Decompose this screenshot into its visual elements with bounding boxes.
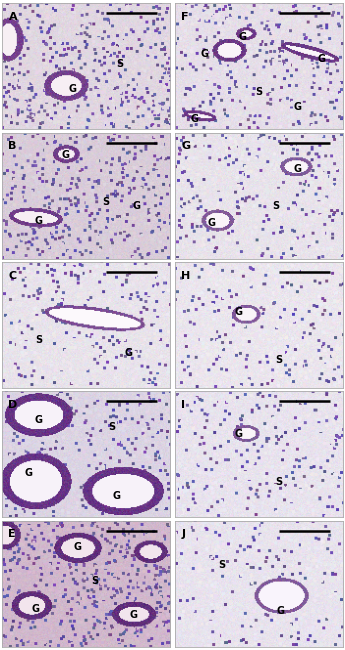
Text: G: G (35, 216, 43, 226)
Text: S: S (276, 477, 283, 487)
Text: G: G (31, 604, 39, 614)
Text: D: D (9, 400, 18, 410)
Text: S: S (108, 422, 115, 432)
Text: G: G (69, 84, 77, 94)
Text: I: I (181, 400, 185, 410)
Text: A: A (9, 12, 17, 22)
Text: S: S (255, 86, 263, 97)
Text: G: G (129, 610, 137, 620)
Text: G: G (73, 542, 82, 552)
Text: S: S (91, 576, 98, 586)
Text: G: G (294, 164, 302, 174)
Text: G: G (124, 348, 132, 358)
Text: G: G (277, 606, 285, 616)
Text: S: S (272, 201, 279, 211)
Text: G: G (62, 150, 70, 161)
Text: G: G (112, 491, 120, 501)
Text: S: S (35, 335, 42, 345)
Text: G: G (294, 101, 302, 112)
Text: S: S (218, 560, 225, 570)
Text: G: G (235, 429, 243, 439)
Text: G: G (191, 114, 199, 124)
Text: H: H (181, 271, 190, 281)
Text: G: G (235, 307, 243, 317)
Text: E: E (9, 529, 16, 539)
Text: G: G (35, 415, 43, 425)
Text: S: S (276, 356, 283, 365)
Text: S: S (116, 58, 124, 69)
Text: F: F (181, 12, 189, 22)
Text: G: G (317, 54, 325, 64)
Text: J: J (181, 529, 185, 539)
Text: G: G (181, 142, 190, 151)
Text: C: C (9, 271, 17, 281)
Text: B: B (9, 142, 17, 151)
Text: G: G (208, 218, 216, 228)
Text: S: S (103, 197, 110, 207)
Text: G: G (133, 201, 141, 211)
Text: G: G (201, 49, 209, 58)
Text: G: G (238, 32, 246, 42)
Text: G: G (25, 468, 33, 478)
